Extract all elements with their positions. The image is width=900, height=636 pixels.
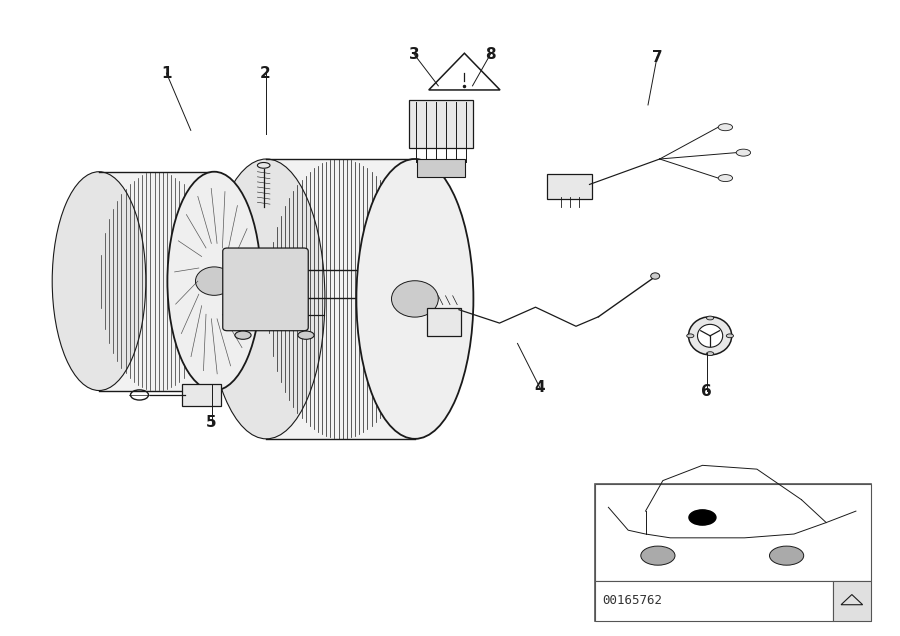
Text: 00165762: 00165762 (602, 595, 662, 607)
Ellipse shape (706, 316, 714, 320)
FancyBboxPatch shape (417, 159, 465, 177)
Text: 2: 2 (260, 66, 271, 81)
Bar (832, 581, 871, 621)
Ellipse shape (356, 159, 473, 439)
Ellipse shape (706, 352, 714, 356)
Ellipse shape (689, 510, 716, 525)
FancyBboxPatch shape (427, 308, 461, 336)
Text: 5: 5 (206, 415, 217, 431)
FancyBboxPatch shape (223, 248, 308, 331)
Ellipse shape (235, 331, 251, 340)
Ellipse shape (688, 317, 732, 355)
Ellipse shape (641, 546, 675, 565)
Ellipse shape (687, 334, 694, 338)
Bar (595, 484, 871, 581)
Text: 3: 3 (409, 46, 419, 62)
Text: 7: 7 (652, 50, 662, 65)
Ellipse shape (726, 334, 734, 338)
Ellipse shape (298, 331, 314, 340)
FancyBboxPatch shape (182, 384, 221, 406)
Ellipse shape (392, 280, 438, 317)
Bar (595, 484, 871, 621)
Ellipse shape (770, 546, 804, 565)
Ellipse shape (257, 162, 270, 169)
Ellipse shape (718, 175, 733, 182)
Ellipse shape (651, 273, 660, 279)
Ellipse shape (718, 123, 733, 130)
FancyBboxPatch shape (547, 174, 592, 199)
Polygon shape (266, 159, 415, 439)
Ellipse shape (698, 324, 723, 347)
FancyBboxPatch shape (409, 100, 473, 148)
Ellipse shape (736, 149, 751, 156)
Ellipse shape (52, 172, 146, 391)
Ellipse shape (208, 159, 325, 439)
Text: 8: 8 (485, 46, 496, 62)
Polygon shape (99, 172, 214, 391)
Text: 1: 1 (161, 66, 172, 81)
Ellipse shape (167, 172, 261, 391)
Text: 4: 4 (535, 380, 545, 396)
Bar (595, 581, 832, 621)
Text: 6: 6 (701, 384, 712, 399)
Ellipse shape (195, 267, 233, 295)
